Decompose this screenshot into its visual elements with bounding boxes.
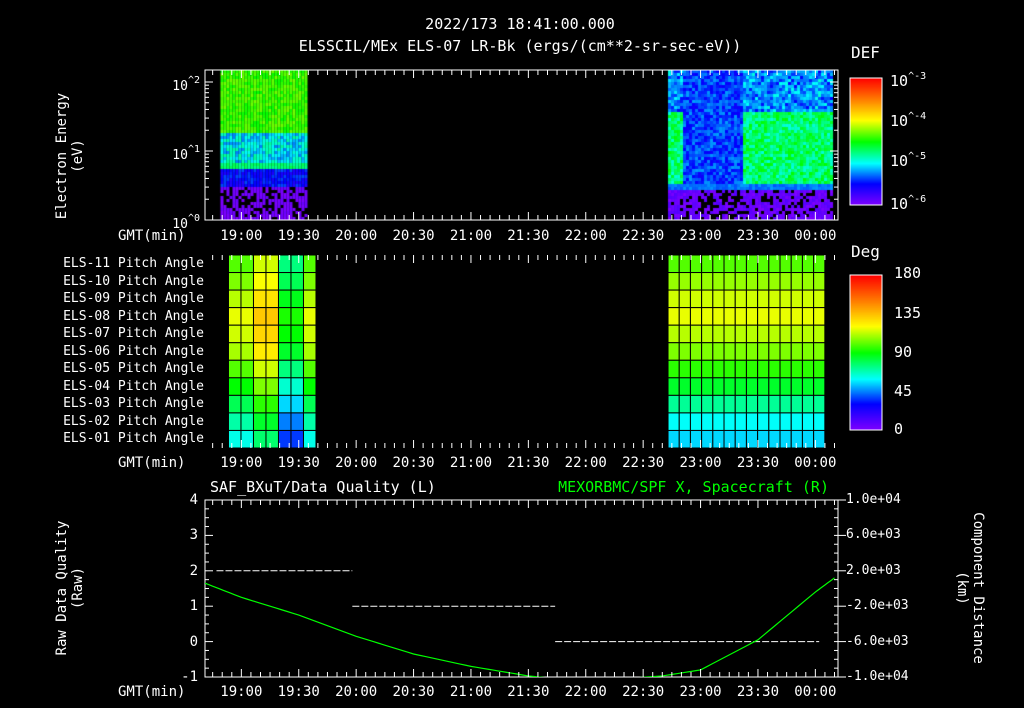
pitch-angle-row-label: ELS-04 Pitch Angle bbox=[63, 378, 204, 394]
pitch-angle-cell bbox=[302, 429, 317, 449]
time-tick-label: 20:00 bbox=[335, 684, 378, 700]
energy-tick-label: 10^0 bbox=[172, 213, 200, 232]
deg-colorbar-tick: 135 bbox=[894, 304, 922, 322]
time-tick-label: 00:00 bbox=[794, 684, 837, 700]
quality-tick-label: -1 bbox=[181, 669, 198, 685]
time-tick-label: 19:00 bbox=[220, 455, 263, 471]
time-tick-label: 22:30 bbox=[622, 684, 665, 700]
time-tick-label: 20:00 bbox=[335, 228, 378, 244]
pitch-angle-row-label: ELS-10 Pitch Angle bbox=[63, 273, 204, 289]
distance-tick-label: -2.0e+03 bbox=[846, 598, 909, 614]
time-tick-label: 23:30 bbox=[736, 228, 780, 244]
spectrogram-frame bbox=[204, 69, 839, 221]
time-tick-label: 23:00 bbox=[679, 684, 722, 700]
time-tick-label: 23:30 bbox=[736, 684, 780, 700]
time-tick-label: 21:00 bbox=[449, 228, 493, 244]
def-colorbar-tick: 10^-6 bbox=[890, 194, 927, 213]
deg-colorbar-label: Deg bbox=[851, 242, 880, 261]
time-tick-label: 19:30 bbox=[277, 455, 320, 471]
pitch-angle-row-label: ELS-09 Pitch Angle bbox=[63, 291, 204, 307]
time-tick-label: 23:30 bbox=[736, 455, 780, 471]
pitch-angle-row-label: ELS-08 Pitch Angle bbox=[63, 308, 204, 324]
quality-title: SAF_BXuT/Data Quality (L) bbox=[210, 478, 436, 496]
time-tick-label: 19:30 bbox=[277, 684, 320, 700]
pitch-angle-row-label: ELS-07 Pitch Angle bbox=[63, 326, 204, 342]
deg-colorbar-tick: 90 bbox=[894, 343, 913, 361]
pitch-angle-row-label: ELS-02 Pitch Angle bbox=[63, 413, 204, 429]
time-tick-label: 23:00 bbox=[679, 228, 722, 244]
pitch-angle-cell bbox=[813, 429, 826, 449]
time-tick-label: 19:00 bbox=[220, 228, 263, 244]
gmt-axis-label: GMT(min) bbox=[118, 228, 186, 244]
gmt-axis-label: GMT(min) bbox=[118, 684, 186, 700]
time-tick-label: 19:00 bbox=[220, 684, 263, 700]
time-tick-label: 21:30 bbox=[507, 684, 550, 700]
quality-tick-label: 0 bbox=[189, 633, 198, 650]
distance-tick-label: -1.0e+04 bbox=[846, 669, 909, 684]
quality-tick-label: 1 bbox=[189, 598, 198, 615]
time-tick-label: 00:00 bbox=[794, 228, 837, 244]
pitch-angle-row-label: ELS-03 Pitch Angle bbox=[63, 396, 204, 412]
time-tick-label: 22:30 bbox=[622, 228, 665, 244]
time-tick-label: 19:30 bbox=[277, 228, 320, 244]
quality-tick-label: 3 bbox=[189, 527, 198, 544]
time-tick-label: 20:30 bbox=[392, 228, 435, 244]
time-tick-label: 22:00 bbox=[564, 455, 607, 471]
distance-tick-label: -6.0e+03 bbox=[846, 633, 909, 649]
energy-tick-label: 10^1 bbox=[172, 144, 200, 163]
time-tick-label: 21:30 bbox=[507, 455, 550, 471]
def-colorbar-tick: 10^-4 bbox=[890, 111, 927, 130]
pitch-angle-row-label: ELS-06 Pitch Angle bbox=[63, 343, 204, 359]
quality-tick-label: 4 bbox=[189, 492, 198, 508]
time-tick-label: 21:00 bbox=[449, 455, 493, 471]
deg-colorbar bbox=[849, 274, 883, 431]
deg-colorbar-tick: 45 bbox=[894, 382, 913, 400]
def-colorbar-tick: 10^-3 bbox=[890, 71, 927, 90]
distance-tick-label: 6.0e+03 bbox=[846, 527, 901, 543]
def-colorbar bbox=[849, 77, 883, 206]
pitch-angle-row-label: ELS-11 Pitch Angle bbox=[63, 256, 204, 271]
deg-colorbar-tick: 180 bbox=[894, 264, 922, 282]
time-tick-label: 21:00 bbox=[449, 684, 493, 700]
time-tick-label: 20:00 bbox=[335, 455, 378, 471]
plot-subtitle: ELSSCIL/MEx ELS-07 LR-Bk (ergs/(cm**2-sr… bbox=[298, 37, 742, 55]
distance-tick-label: 1.0e+04 bbox=[846, 492, 901, 507]
time-tick-label: 21:30 bbox=[507, 228, 550, 244]
gmt-axis-label: GMT(min) bbox=[118, 455, 186, 471]
time-tick-label: 22:00 bbox=[564, 684, 607, 700]
time-tick-label: 20:30 bbox=[392, 455, 435, 471]
plot-title: 2022/173 18:41:00.000 bbox=[425, 15, 615, 33]
quality-tick-label: 2 bbox=[189, 562, 198, 579]
distance-tick-label: 2.0e+03 bbox=[846, 562, 901, 578]
spf-title: MEXORBMC/SPF X, Spacecraft (R) bbox=[558, 478, 829, 496]
time-tick-label: 00:00 bbox=[794, 455, 837, 471]
pitch-angle-row-label: ELS-05 Pitch Angle bbox=[63, 361, 204, 377]
energy-tick-label: 10^2 bbox=[172, 75, 200, 94]
time-tick-label: 22:00 bbox=[564, 228, 607, 244]
def-colorbar-tick: 10^-5 bbox=[890, 151, 927, 170]
deg-colorbar-tick: 0 bbox=[894, 420, 904, 438]
pitch-angle-row-label: ELS-01 Pitch Angle bbox=[63, 431, 204, 447]
time-tick-label: 20:30 bbox=[392, 684, 435, 700]
def-colorbar-label: DEF bbox=[851, 43, 880, 62]
time-tick-label: 23:00 bbox=[679, 455, 722, 471]
time-tick-label: 22:30 bbox=[622, 455, 665, 471]
